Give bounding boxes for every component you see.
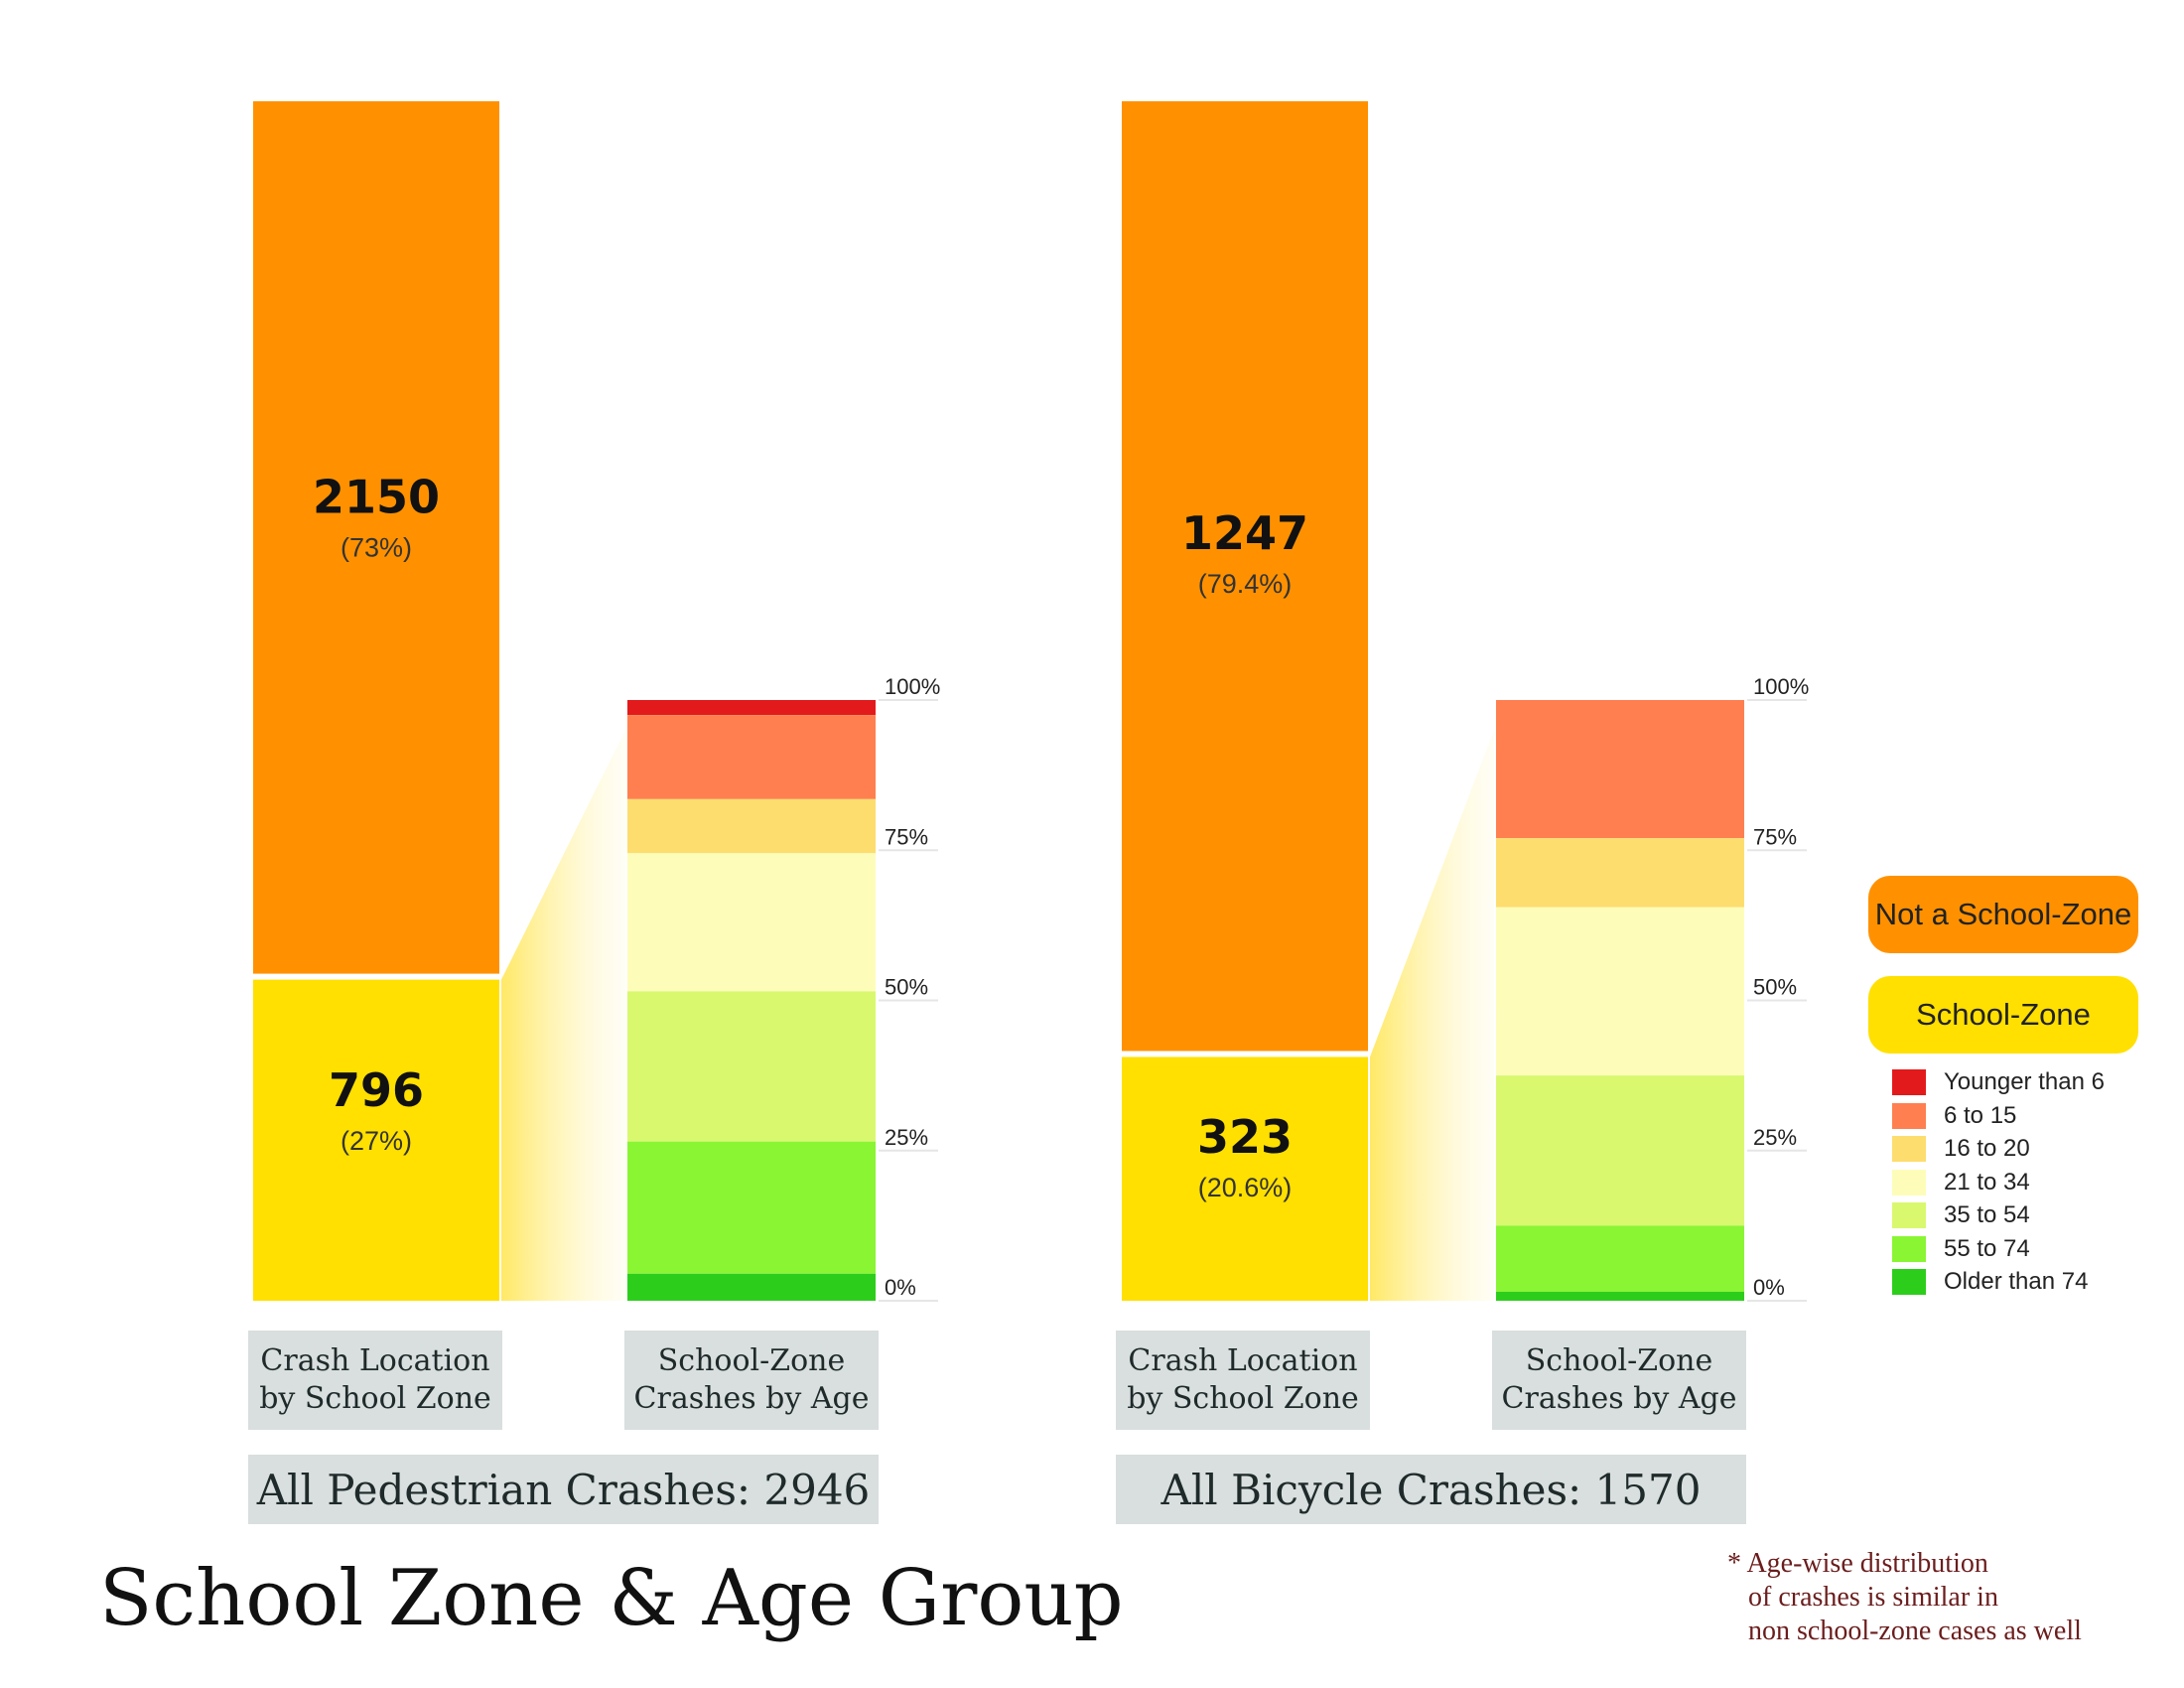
panel-1-age-segment-6 — [627, 1273, 876, 1301]
panel-2-tick-label-1: 25% — [1753, 1125, 1797, 1150]
legend-age-label: 35 to 54 — [1944, 1201, 2030, 1228]
panel-1-age-segment-4 — [627, 991, 876, 1142]
panel-1-bar-school-zone — [253, 979, 499, 1301]
panel-1-age-label-line2: Crashes by Age — [633, 1381, 870, 1416]
legend-age-label: 21 to 34 — [1944, 1168, 2030, 1196]
legend-age-label: 55 to 74 — [1944, 1234, 2030, 1262]
panel-1-label-not-school-zone: 2150 — [313, 470, 440, 523]
panel-2-age-segment-1 — [1496, 700, 1744, 839]
panel-1-age-segment-3 — [627, 853, 876, 992]
panel-2-age-segment-4 — [1496, 1075, 1744, 1226]
legend-age-swatch — [1892, 1169, 1926, 1196]
legend-not-school-zone-label: Not a School-Zone — [1874, 897, 2132, 931]
panel-1-age-label-line1: School-Zone — [657, 1343, 846, 1378]
legend-age-label: 16 to 20 — [1944, 1135, 2030, 1162]
panel-2-tick-label-4: 100% — [1753, 674, 1809, 699]
panel-2-age-label-line2: Crashes by Age — [1501, 1381, 1737, 1416]
legend-age-swatch — [1892, 1136, 1926, 1162]
legend-school-zone: School-Zone — [1868, 976, 2138, 1054]
legend-age-swatch — [1892, 1202, 1926, 1228]
panel-1-bar-not-school-zone — [253, 101, 499, 974]
panel-2-total-label: All Bicycle Crashes: 1570 — [1116, 1455, 1746, 1524]
panel-1-pct-school-zone: (27%) — [341, 1126, 412, 1156]
legend-age-item: 6 to 15 — [1892, 1101, 2016, 1131]
panel-2-connector — [1370, 730, 1494, 1301]
legend-age-item: 55 to 74 — [1892, 1234, 2030, 1264]
panel-1-label-school-zone: 796 — [329, 1063, 424, 1117]
panel-2-age-label-line1: School-Zone — [1525, 1343, 1713, 1378]
legend-age-swatch — [1892, 1269, 1926, 1295]
panel-1-location-label-line1: Crash Location — [260, 1343, 490, 1378]
legend-age-label: Older than 74 — [1944, 1268, 2089, 1295]
panel-1-location-label-line2: by School Zone — [259, 1381, 491, 1416]
legend-age-swatch — [1892, 1235, 1926, 1262]
footnote: * Age-wise distribution of crashes is si… — [1727, 1548, 2082, 1646]
legend-age-item: 21 to 34 — [1892, 1168, 2030, 1197]
panel-1-tick-label-2: 50% — [885, 975, 928, 1000]
legend-age-item: Older than 74 — [1892, 1267, 2088, 1297]
panel-1-total-label: All Pedestrian Crashes: 2946 — [248, 1455, 879, 1524]
panel-1-location-label: Crash Location by School Zone — [248, 1331, 502, 1430]
legend-age-label: Younger than 6 — [1944, 1068, 2105, 1095]
panel-2-age-segment-6 — [1496, 1291, 1744, 1301]
panel-1-age-segment-1 — [627, 715, 876, 799]
panel-2-age-segment-5 — [1496, 1225, 1744, 1292]
panel-1-tick-label-0: 0% — [885, 1275, 916, 1300]
legend-school-zone-label: School-Zone — [1916, 997, 2091, 1032]
panel-2-location-label-line1: Crash Location — [1128, 1343, 1358, 1378]
panel-1-age-segment-0 — [627, 700, 876, 716]
legend-age-item: 16 to 20 — [1892, 1134, 2030, 1164]
panel-2-bar-not-school-zone — [1122, 101, 1368, 1052]
panel-2-total-text: All Bicycle Crashes: 1570 — [1160, 1465, 1702, 1514]
legend-age-item: 35 to 54 — [1892, 1200, 2030, 1230]
panel-1-age-label: School-Zone Crashes by Age — [624, 1331, 879, 1430]
panel-1-tick-label-1: 25% — [885, 1125, 928, 1150]
panel-2-pct-school-zone: (20.6%) — [1198, 1173, 1293, 1202]
panel-1-connector — [501, 730, 625, 1301]
panel-2-pct-not-school-zone: (79.4%) — [1198, 569, 1293, 599]
panel-1-pct-not-school-zone: (73%) — [341, 532, 412, 562]
page-title: School Zone & Age Group — [99, 1554, 1124, 1643]
panel-2-age-segment-3 — [1496, 907, 1744, 1076]
panel-2-tick-label-2: 50% — [1753, 975, 1797, 1000]
panel-1-total-text: All Pedestrian Crashes: 2946 — [256, 1465, 871, 1514]
legend-age-item: Younger than 6 — [1892, 1067, 2105, 1097]
panel-1-age-segment-5 — [627, 1141, 876, 1274]
panel-2-location-label: Crash Location by School Zone — [1116, 1331, 1370, 1430]
panel-2-label-not-school-zone: 1247 — [1181, 506, 1308, 560]
panel-2-bar-school-zone — [1122, 1056, 1368, 1301]
panel-2-label-school-zone: 323 — [1197, 1110, 1293, 1164]
panel-1-tick-label-3: 75% — [885, 824, 928, 849]
panel-2-tick-label-0: 0% — [1753, 1275, 1785, 1300]
panel-1-tick-label-4: 100% — [885, 674, 940, 699]
panel-2-age-segment-2 — [1496, 838, 1744, 908]
panel-2-tick-label-3: 75% — [1753, 824, 1797, 849]
panel-2-age-label: School-Zone Crashes by Age — [1492, 1331, 1746, 1430]
panel-1-age-segment-2 — [627, 798, 876, 854]
panel-2-location-label-line2: by School Zone — [1127, 1381, 1359, 1416]
legend-age-swatch — [1892, 1069, 1926, 1095]
legend-not-school-zone: Not a School-Zone — [1868, 876, 2138, 953]
legend-age-swatch — [1892, 1102, 1926, 1129]
legend-age-label: 6 to 15 — [1944, 1101, 2017, 1129]
